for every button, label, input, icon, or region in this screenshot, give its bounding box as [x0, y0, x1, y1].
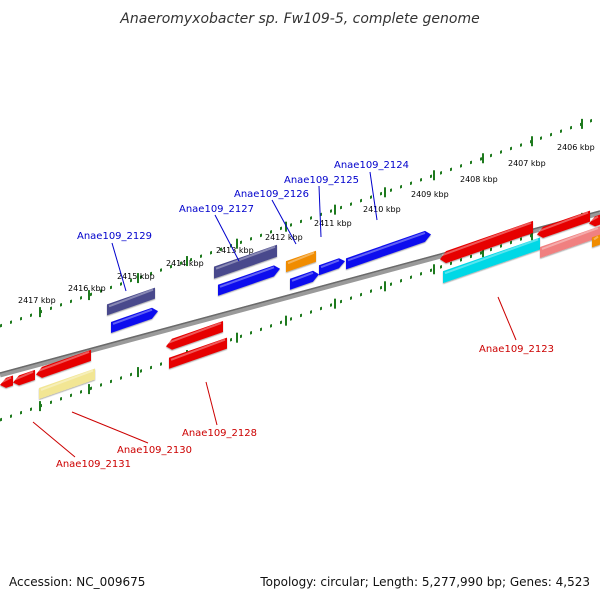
gene-feature-2127-slate-highlight — [215, 245, 276, 270]
gene-label-anae109-2126: Anae109_2126 — [234, 189, 309, 200]
gene-feature-2125-blue — [319, 258, 345, 276]
gene-feature-2130-red-highlight — [37, 350, 90, 372]
gene-feature-2121-red — [589, 214, 600, 227]
gene-label-anae109-2125: Anae109_2125 — [284, 175, 359, 186]
tick-label: 2406 kbp — [557, 143, 595, 152]
gene-feature-2121-orange-highlight — [593, 235, 599, 241]
accession-text: Accession: NC_009675 — [9, 575, 145, 589]
gene-features — [0, 210, 600, 399]
gene-feature-2130-yellow — [39, 368, 95, 399]
gene-feature-2126-orange-highlight — [287, 251, 315, 265]
leader-line-anae109-2129 — [111, 242, 127, 292]
gene-feature-2129-blue — [111, 307, 158, 333]
gene-feature-2123-red-highlight — [441, 221, 532, 257]
tick-label: 2408 kbp — [460, 175, 498, 184]
gene-feature-2121-red-highlight — [590, 215, 599, 222]
gene-feature-2124-blue — [346, 230, 431, 270]
leader-lines — [32, 171, 517, 458]
gene-feature-2127-blue — [218, 265, 280, 296]
tick-label: 2415 kbp — [117, 272, 155, 281]
tick-label: 2407 kbp — [508, 159, 546, 168]
gene-feature-2126-blue — [290, 270, 319, 290]
gene-labels-top: Anae109_2129 Anae109_2127 Anae109_2126 A… — [77, 160, 409, 242]
gene-feature-2122-red — [537, 210, 590, 238]
gene-label-anae109-2131: Anae109_2131 — [56, 459, 131, 470]
gene-feature-2126-orange — [286, 250, 316, 273]
gene-label-anae109-2129: Anae109_2129 — [77, 231, 152, 242]
gene-labels-bottom: Anae109_2123 Anae109_2128 Anae109_2130 A… — [56, 344, 554, 470]
tick-label: 2417 kbp — [18, 296, 56, 305]
leader-line-anae109-2128 — [205, 381, 218, 426]
leader-line-anae109-2126 — [271, 199, 297, 245]
gene-feature-2129-blue-highlight — [112, 308, 153, 325]
gene-feature-2122-pink — [540, 226, 600, 258]
leader-line-anae109-2124 — [369, 171, 378, 221]
outer-dotted-track — [0, 116, 600, 328]
gene-label-anae109-2124: Anae109_2124 — [334, 160, 409, 171]
leader-line-anae109-2125 — [318, 185, 322, 238]
gene-feature-2130-red — [36, 349, 91, 378]
topology-text: Topology: circular; Length: 5,277,990 bp… — [259, 575, 590, 589]
gene-feature-2129-slate — [107, 287, 155, 316]
leader-line-anae109-2123 — [497, 296, 517, 341]
gene-feature-2127-blue-highlight — [219, 266, 275, 288]
gene-feature-2131-red-a-highlight — [14, 370, 34, 381]
gene-feature-2131-red-b-highlight — [1, 376, 12, 383]
gene-feature-2123-red — [440, 220, 533, 264]
gene-feature-2131-red-a — [13, 369, 35, 386]
tick-label: 2410 kbp — [363, 205, 401, 214]
gene-feature-2122-pink-highlight — [541, 227, 599, 250]
gene-feature-2122-red-highlight — [538, 211, 589, 232]
gene-feature-2128-red-a — [166, 321, 223, 350]
tick-label: 2411 kbp — [314, 219, 352, 228]
gene-feature-2131-red-b — [0, 375, 13, 388]
tick-label: 2409 kbp — [411, 190, 449, 199]
leader-line-anae109-2130 — [71, 411, 149, 444]
gene-label-anae109-2127: Anae109_2127 — [179, 204, 254, 215]
inner-dotted-track — [0, 210, 600, 422]
map-title: Anaeromyxobacter sp. Fw109-5, complete g… — [119, 11, 479, 27]
tick-label: 2413 kbp — [216, 246, 254, 255]
tick-label: 2414 kbp — [166, 259, 204, 268]
leader-line-anae109-2131 — [32, 421, 76, 458]
gene-feature-2129-slate-highlight — [108, 288, 154, 308]
gene-feature-2128-red-b — [169, 337, 227, 369]
gene-feature-2127-slate — [214, 244, 277, 279]
gene-feature-2123-cyan-highlight — [444, 238, 539, 275]
gene-feature-2130-yellow-highlight — [40, 369, 94, 391]
gene-feature-2125-blue-highlight — [320, 259, 340, 269]
gene-label-anae109-2130: Anae109_2130 — [117, 445, 192, 456]
gene-feature-2126-blue-highlight — [291, 271, 314, 282]
tick-label: 2416 kbp — [68, 284, 106, 293]
gene-feature-2124-blue-highlight — [347, 231, 426, 262]
leader-line-anae109-2127 — [214, 214, 240, 262]
gene-label-anae109-2128: Anae109_2128 — [182, 428, 257, 439]
gene-label-anae109-2123: Anae109_2123 — [479, 344, 554, 355]
tick-label: 2412 kbp — [265, 233, 303, 242]
gene-feature-2121-orange — [592, 234, 600, 248]
gene-feature-2128-red-a-highlight — [167, 322, 222, 344]
gene-feature-2128-red-b-highlight — [170, 338, 226, 361]
gene-feature-2123-cyan — [443, 237, 540, 284]
